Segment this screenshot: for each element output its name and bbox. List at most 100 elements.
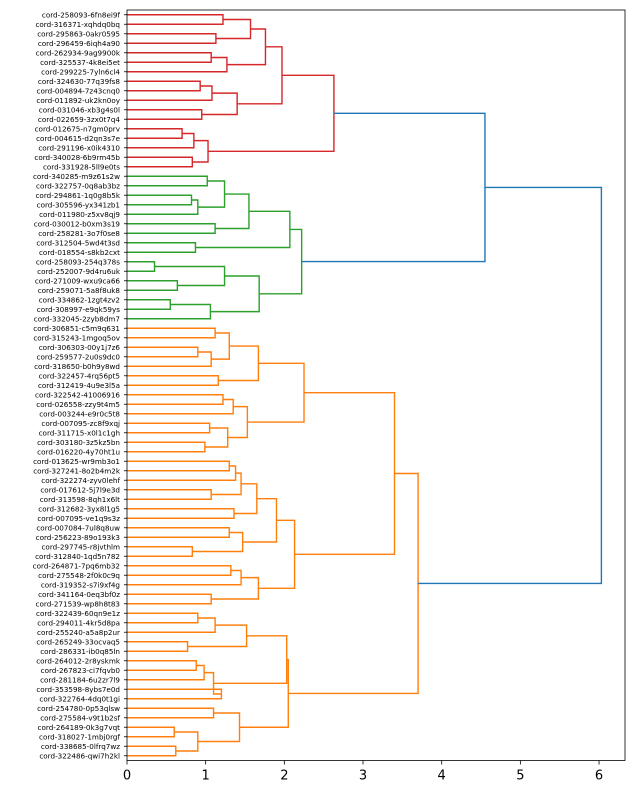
leaf-label: cord-003244-e9r0c5t8 <box>39 409 120 418</box>
leaf-label: cord-331928-5ll9e0ts <box>43 162 120 171</box>
dendrogram-link <box>294 391 396 556</box>
dendrogram-link <box>418 186 603 585</box>
dendrogram-link <box>127 346 199 358</box>
dendrogram-link <box>127 351 212 367</box>
dendrogram-link <box>192 531 244 553</box>
leaf-label: cord-324630-77q39fs8 <box>38 77 120 86</box>
leaf-label: cord-030012-b0xm3s19 <box>34 219 121 228</box>
dendrogram-link <box>210 275 260 313</box>
dendrogram-link <box>195 210 291 249</box>
leaf-label: cord-327241-8o2b4m2k <box>33 466 121 475</box>
dendrogram-link <box>127 109 203 120</box>
dendrogram-link <box>127 199 199 215</box>
dendrogram-link <box>127 726 175 738</box>
leaf-label: cord-026558-zzy9t4m5 <box>36 400 120 409</box>
leaf-label: cord-322486-qwi7h2kl <box>39 751 120 760</box>
dendrogram-link <box>226 28 267 66</box>
dendrogram-link <box>127 132 195 149</box>
dendrogram-link <box>242 497 278 543</box>
dendrogram-link <box>127 617 216 633</box>
leaf-label: cord-264871-7pq6mb32 <box>33 561 120 570</box>
leaf-label: cord-306851-c5m9q631 <box>33 324 120 333</box>
leaf-label: cord-267823-ci7fqvb0 <box>41 666 121 675</box>
dendrogram-link <box>127 280 179 291</box>
x-tick-label: 3 <box>359 769 367 784</box>
leaf-label: cord-322757-0q8ab3bz <box>36 181 120 190</box>
dendrogram-link <box>127 745 177 757</box>
dendrogram-link <box>127 14 224 25</box>
leaf-label: cord-303180-3z5kz5bn <box>37 438 120 447</box>
leaf-label: cord-011980-z5xv8qj9 <box>39 210 120 219</box>
leaf-label: cord-312419-4u9e3l5a <box>38 381 120 390</box>
dendrogram-link <box>201 92 238 116</box>
dendrogram-link <box>127 460 230 472</box>
dendrogram-link <box>127 688 223 700</box>
dendrogram-link <box>127 660 197 671</box>
leaf-label: cord-016220-4y70ht1u <box>37 447 120 456</box>
dendrogram-link <box>127 156 193 168</box>
leaf-label: cord-259577-2u0s9dc0 <box>37 352 121 361</box>
leaf-label: cord-338685-0lfrq7wz <box>41 742 120 751</box>
leaf-label: cord-334862-1zgt4zv2 <box>39 295 120 304</box>
dendrogram-link <box>211 472 242 496</box>
leaf-label: cord-271009-wxu9ca66 <box>35 276 121 285</box>
leaf-label: cord-259071-5a8f8uk8 <box>38 286 121 295</box>
dendrogram-link <box>127 707 215 719</box>
leaf-label: cord-291196-x0ik4310 <box>38 143 120 152</box>
leaf-label: cord-007084-7ul8q8uw <box>36 523 120 532</box>
dendrogram-link <box>127 612 199 624</box>
dendrogram-link <box>127 80 201 92</box>
leaf-label: cord-340028-6b9rm45b <box>34 153 120 162</box>
x-tick-label: 1 <box>202 769 210 784</box>
leaf-label: cord-322457-4rq56pt5 <box>39 371 120 380</box>
leaf-label: cord-313598-8qh1x6lt <box>40 495 120 504</box>
leaf-label: cord-294861-1q0g8b5k <box>35 191 120 200</box>
leaf-label: cord-316371-xqhdq0bq <box>35 20 120 29</box>
leaf-label: cord-299225-7yln6cl4 <box>41 67 120 76</box>
dendrogram-link <box>127 85 213 101</box>
leaf-label: cord-011892-uk2kn0oy <box>36 96 120 105</box>
leaf-label: cord-271539-wp8h8t83 <box>36 599 120 608</box>
dendrogram-link <box>127 569 242 586</box>
leaf-label: cord-322439-60qn9e1z <box>36 609 120 618</box>
leaf-label: cord-012675-n7gm0prv <box>35 124 121 133</box>
leaf-label: cord-031046-xb3g4s0l <box>39 105 120 114</box>
leaf-label: cord-318650-b0h9y8wd <box>34 362 120 371</box>
leaf-label: cord-022659-3zx0t7q4 <box>38 115 120 124</box>
dendrogram-link <box>218 345 260 382</box>
leaf-label: cord-275584-v9t1b2sf <box>40 713 120 722</box>
leaf-label: cord-252007-9d4ru6uk <box>37 267 121 276</box>
x-tick-label: 0 <box>123 769 131 784</box>
dendrogram-link <box>127 242 197 253</box>
dendrogram-link <box>127 128 183 139</box>
leaf-label: cord-295863-0akr0595 <box>37 29 120 38</box>
x-tick-label: 5 <box>516 769 524 784</box>
leaf-label: cord-265249-33ocvaq5 <box>36 637 120 646</box>
leaf-label: cord-305596-yx341zb1 <box>37 200 120 209</box>
dendrogram-link <box>127 194 193 206</box>
leaf-label: cord-318027-1mbj0rgf <box>39 732 120 741</box>
leaf-label: cord-255240-a5a8p2ur <box>37 628 120 637</box>
leaf-label: cord-262934-9ag9900k <box>36 48 121 57</box>
dendrogram-link <box>233 483 258 515</box>
leaf-label: cord-306303-00y1j7z6 <box>39 343 121 352</box>
dendrogram-link <box>127 565 232 576</box>
leaf-label: cord-297745-r8jvthlm <box>41 542 120 551</box>
leaf-label: cord-312682-3yx8l1g5 <box>38 504 120 513</box>
dendrogram-link <box>127 465 237 481</box>
dendrogram-link <box>127 394 224 405</box>
dendrogram-link <box>237 46 283 105</box>
leaf-label: cord-017612-5j7l9e3d <box>40 485 120 494</box>
x-tick-label: 6 <box>595 769 603 784</box>
leaf-label: cord-275548-2f0k0c9q <box>38 571 120 580</box>
leaf-label: cord-258093-254q378s <box>36 257 120 266</box>
leaf-label: cord-258281-3o7f0se8 <box>38 229 120 238</box>
dendrogram-link <box>127 593 212 605</box>
dendrogram-link <box>197 180 226 208</box>
leaf-label: cord-294011-4kr5d8pa <box>37 618 120 627</box>
dendrogram-link <box>259 228 303 295</box>
dendrogram-link <box>215 193 250 230</box>
leaf-label: cord-018554-s8kb2cxt <box>39 248 120 257</box>
dendrogram-link <box>127 327 216 339</box>
dendrogram-link <box>187 624 248 648</box>
